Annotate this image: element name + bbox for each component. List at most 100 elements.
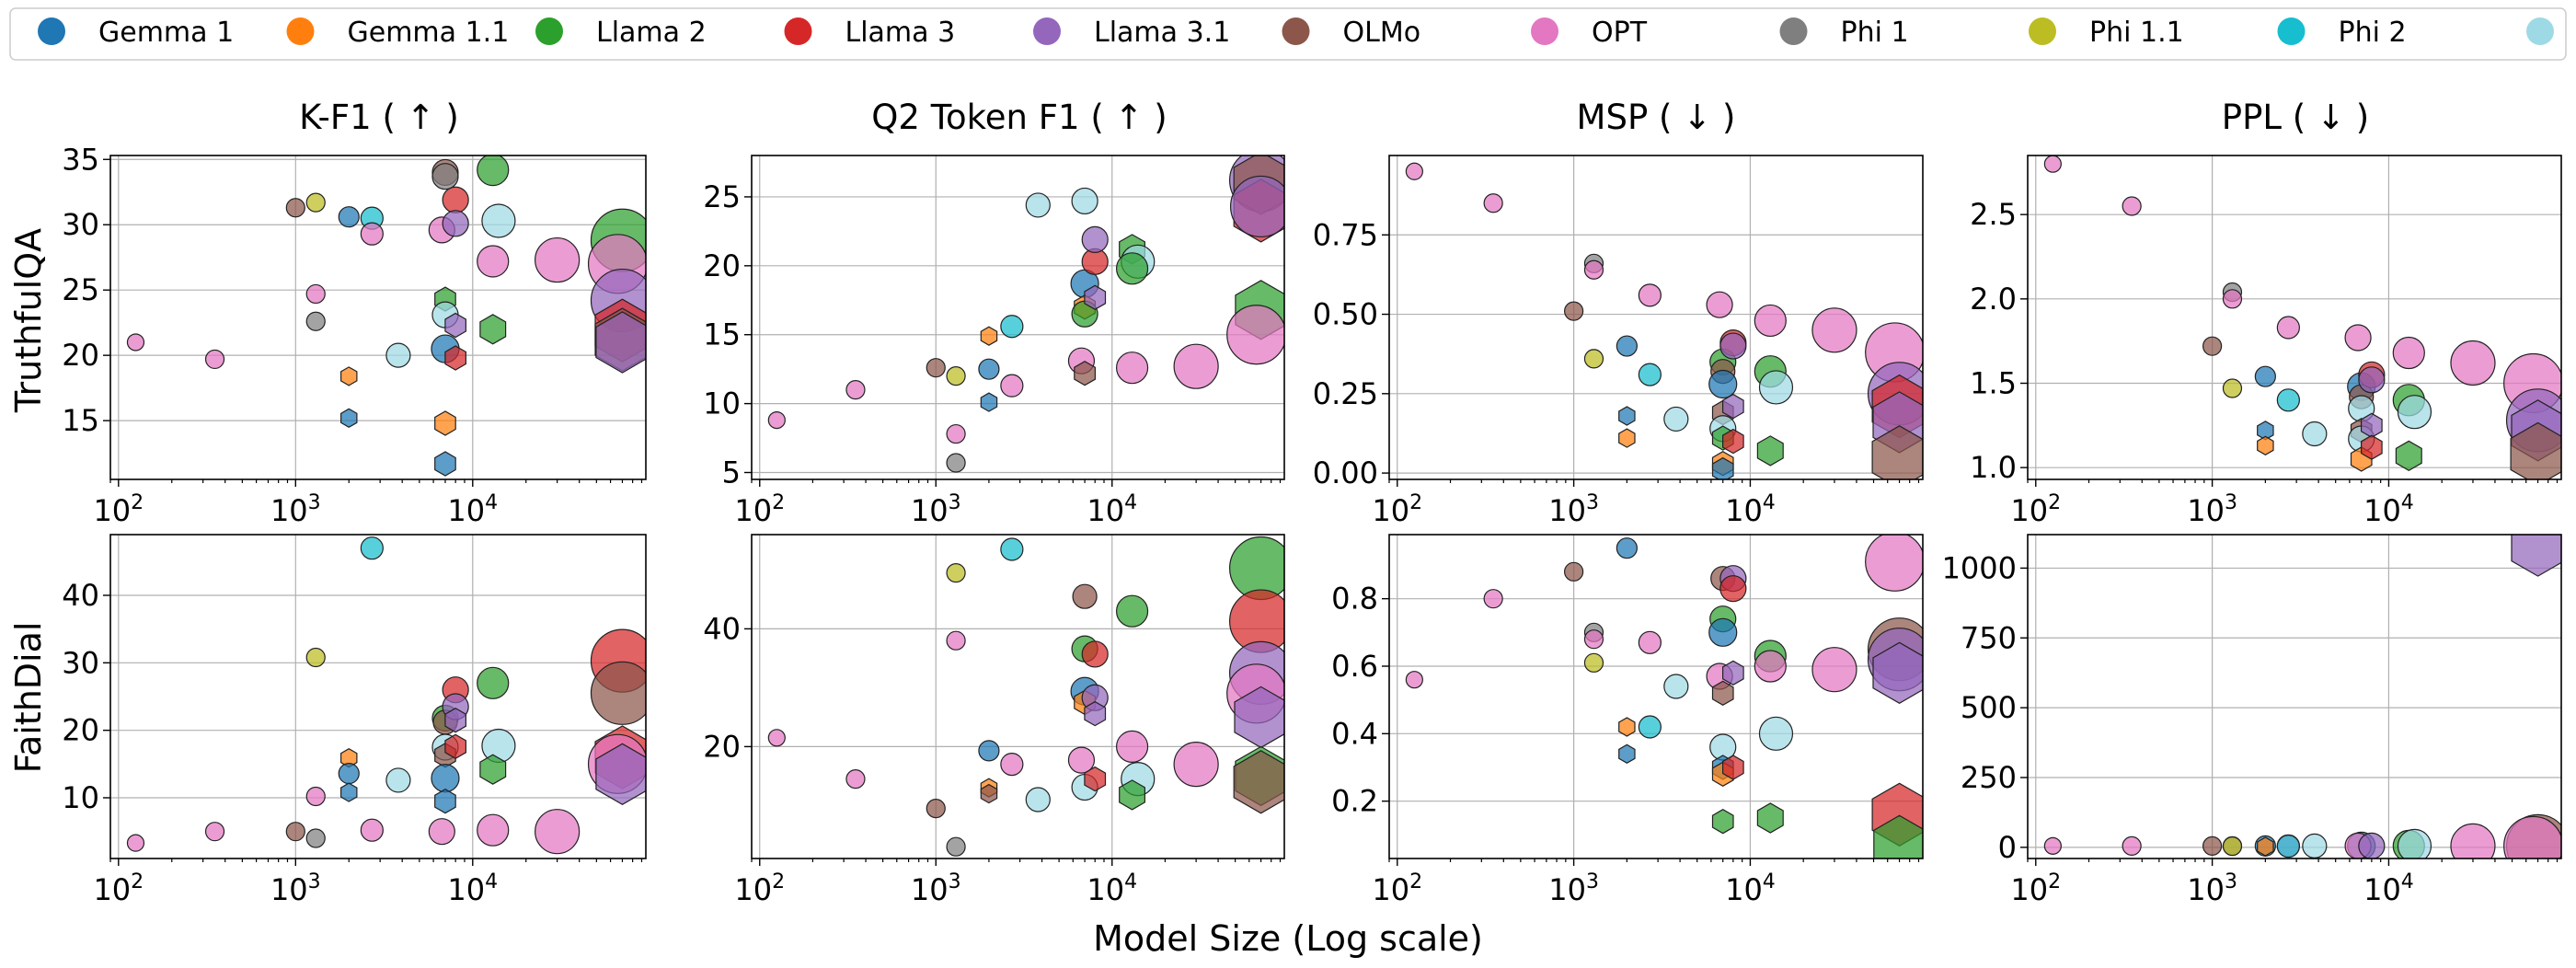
point-llama-3-1-hexagon [1084, 284, 1107, 310]
point-llama-3-hexagon [2361, 434, 2383, 460]
point-gemma-1-circle [338, 206, 360, 228]
point-olmo-hexagon [1871, 425, 1923, 479]
x-axis-label: Model Size (Log scale) [1093, 918, 1483, 959]
y-tick-label: 20 [703, 248, 741, 283]
point-phi-3-circle [1758, 370, 1794, 405]
legend-label-llama-2: Llama 2 [596, 17, 707, 49]
point-llama-3-1-hexagon [1084, 700, 1107, 727]
y-tick-label: 40 [62, 578, 99, 613]
point-llama-3-hexagon [1084, 766, 1107, 792]
point-opt-circle [1583, 259, 1604, 280]
point-olmo-circle [1564, 301, 1584, 321]
col-title-msp: MSP ( ↓ ) [1577, 98, 1736, 137]
points [2043, 535, 2561, 859]
panel-tq-ppl: 102 103 104 1.0 1.5 2.0 2.5 [1970, 155, 2562, 528]
point-opt-circle [1754, 650, 1787, 683]
y-tick-label: 1.0 [1970, 450, 2017, 485]
legend-item-phi-2: Phi 2 [2277, 17, 2407, 49]
axes-frame [751, 155, 1285, 480]
point-llama-2-circle [477, 156, 510, 187]
point-opt-circle [946, 423, 966, 444]
point-opt-circle [2122, 196, 2142, 216]
point-opt-circle [360, 222, 384, 246]
point-opt-circle [1638, 630, 1662, 654]
legend-marker-llama-3-1 [1033, 17, 1061, 45]
legend-marker-phi-1 [1779, 17, 1808, 45]
point-opt-circle [2503, 815, 2561, 859]
y-tick-label: 15 [703, 317, 741, 352]
point-phi-3-circle [2397, 395, 2432, 430]
point-llama-3-1-circle [2358, 366, 2386, 394]
legend-item-phi-1-1: Phi 1.1 [2029, 17, 2184, 49]
y-tick-label: 20 [62, 338, 99, 373]
point-gemma-1-circle [431, 764, 460, 793]
x-tick-label: 104 [1087, 491, 1137, 528]
point-phi-3-circle [1663, 674, 1689, 699]
point-olmo-circle [1072, 583, 1098, 609]
axes-frame [109, 534, 647, 859]
y-tick-label: 0.6 [1331, 649, 1378, 684]
y-tick-label: 2.5 [1970, 197, 2017, 232]
points [767, 156, 1284, 473]
point-phi-2-circle [1000, 315, 1024, 339]
point-opt-circle [1483, 589, 1503, 609]
x-tick-label: 103 [2187, 870, 2237, 907]
point-gemma-1-circle [978, 358, 1000, 380]
row-label-faithdial: FaithDial [8, 622, 49, 774]
legend-label-opt: OPT [1592, 17, 1648, 49]
point-opt-circle [535, 236, 581, 283]
x-tick-label: 102 [93, 870, 144, 907]
y-tick-label: 0.00 [1313, 455, 1378, 490]
point-gemma-1-hexagon [1618, 743, 1636, 764]
x-tick-label: 103 [2187, 491, 2237, 528]
point-gemma-1-1-hexagon [2257, 836, 2274, 857]
legend-label-phi-2: Phi 2 [2339, 17, 2407, 49]
plot-area [2028, 535, 2561, 859]
point-gemma-1-1-hexagon [1618, 428, 1636, 448]
legend-marker-gemma-1-1 [286, 17, 315, 45]
point-olmo-circle [2202, 835, 2223, 856]
point-olmo-circle [2202, 336, 2223, 356]
point-opt-circle [1067, 746, 1096, 774]
point-gemma-1-circle [2254, 365, 2276, 387]
point-gemma-1-hexagon [434, 789, 456, 814]
point-opt-circle [767, 410, 786, 430]
legend-item-phi-3: Phi 3 [2526, 17, 2554, 45]
point-llama-3-1-circle [442, 210, 469, 237]
point-olmo-circle [926, 358, 946, 378]
legend-item-olmo: OLMo [1282, 17, 1420, 49]
point-gemma-1-hexagon [434, 451, 456, 477]
plot-area [1389, 535, 1923, 859]
point-phi-3-circle [481, 203, 516, 238]
point-llama-2-circle [477, 666, 510, 699]
point-opt-circle [360, 818, 384, 842]
y-tick-label: 15 [62, 403, 99, 438]
panel-tq-kf1: 102 103 104 15 20 25 30 35 [62, 142, 647, 528]
point-opt-circle [1583, 629, 1604, 650]
legend-label-phi-1: Phi 1 [1841, 17, 1909, 49]
point-opt-circle [1000, 374, 1024, 398]
y-tick-label: 0.4 [1331, 716, 1378, 751]
panel-tq-msp: 102 103 104 0.00 0.25 0.50 0.75 [1313, 155, 1924, 528]
legend-marker-gemma-1 [38, 17, 65, 45]
point-opt-circle [1226, 305, 1284, 365]
point-llama-3-1-hexagon [444, 708, 466, 733]
point-phi-2-circle [1638, 715, 1662, 739]
point-phi-3-circle [1025, 192, 1051, 218]
point-llama-3-hexagon [1721, 755, 1744, 780]
y-tick-label: 30 [62, 207, 99, 242]
points [1405, 535, 1923, 859]
point-olmo-circle [590, 661, 646, 725]
points [126, 536, 646, 855]
point-phi-1-1-circle [305, 192, 326, 213]
point-phi-3-circle [1025, 787, 1051, 812]
axes-frame [109, 155, 647, 480]
point-llama-2-hexagon [1756, 802, 1784, 834]
panel-fd-kf1: 102 103 104 10 20 30 40 [62, 534, 647, 907]
legend: Gemma 1 Gemma 1.1 Llama 2 Llama 3 Llama 3.1 O… [9, 7, 2567, 61]
point-llama-2-hexagon [2395, 440, 2422, 471]
y-tick-label: 20 [703, 729, 741, 764]
y-tick-label: 2.0 [1970, 282, 2017, 317]
point-phi-1-1-circle [2222, 378, 2243, 398]
point-opt-circle [2450, 340, 2496, 386]
